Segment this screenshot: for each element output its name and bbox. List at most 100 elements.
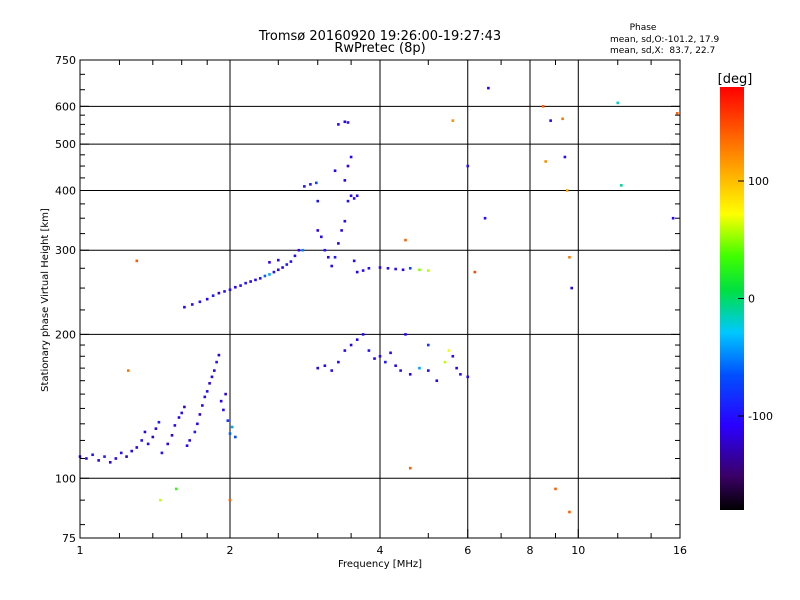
echo-point bbox=[276, 258, 280, 262]
y-tick-label: 400 bbox=[55, 184, 76, 197]
y-tick-label: 200 bbox=[55, 328, 76, 341]
echo-point bbox=[205, 390, 209, 393]
echo-point bbox=[258, 277, 262, 280]
echo-point bbox=[352, 259, 356, 263]
echo-point bbox=[219, 399, 223, 403]
echo-point bbox=[272, 270, 276, 274]
echo-point bbox=[418, 366, 421, 370]
echo-point bbox=[408, 266, 412, 270]
echo-point bbox=[343, 349, 347, 352]
echo-point bbox=[352, 197, 356, 200]
echo-point bbox=[320, 235, 323, 239]
echo-point bbox=[323, 248, 327, 252]
echo-point bbox=[263, 274, 267, 278]
echo-point bbox=[85, 457, 88, 460]
echo-point bbox=[228, 432, 232, 435]
echo-point bbox=[343, 219, 347, 223]
echo-point bbox=[466, 164, 470, 168]
echo-point bbox=[203, 395, 207, 399]
y-tick-label: 500 bbox=[55, 138, 76, 151]
echo-point bbox=[426, 269, 430, 272]
chart-subtitle: RwPretec (8p) bbox=[334, 41, 425, 56]
echo-point bbox=[293, 254, 297, 258]
echo-point bbox=[217, 353, 221, 357]
echo-point bbox=[378, 354, 382, 358]
echo-point bbox=[330, 264, 334, 268]
echo-point bbox=[355, 270, 359, 274]
echo-point bbox=[154, 427, 158, 430]
echo-point bbox=[346, 164, 350, 168]
echo-point bbox=[224, 392, 227, 396]
echo-point bbox=[210, 375, 214, 379]
echo-point bbox=[190, 303, 194, 306]
phase-box-title: Phase bbox=[630, 23, 657, 33]
echo-point bbox=[174, 487, 178, 491]
echo-point bbox=[616, 101, 620, 105]
echo-point bbox=[361, 333, 365, 336]
echo-point bbox=[361, 269, 365, 272]
echo-point bbox=[565, 189, 569, 192]
y-tick-label: 750 bbox=[55, 54, 76, 67]
echo-point bbox=[466, 375, 470, 379]
echo-point bbox=[337, 242, 340, 245]
echo-point bbox=[399, 369, 402, 372]
echo-point bbox=[244, 281, 247, 285]
echo-point bbox=[435, 379, 439, 383]
echo-point bbox=[309, 183, 312, 186]
echo-point bbox=[183, 305, 186, 309]
echo-point bbox=[549, 119, 552, 122]
echo-point bbox=[401, 268, 405, 272]
echo-point bbox=[289, 260, 293, 263]
echo-point bbox=[303, 185, 306, 188]
echo-point bbox=[451, 119, 455, 122]
echo-point bbox=[333, 169, 337, 173]
colorbar-ticks: 100 0 -100 bbox=[738, 175, 773, 423]
echo-points bbox=[78, 86, 679, 514]
echo-point bbox=[349, 343, 353, 347]
echo-point bbox=[198, 413, 202, 416]
echo-point bbox=[561, 117, 564, 121]
echo-point bbox=[314, 181, 318, 185]
colorbar-tick-label: -100 bbox=[748, 410, 773, 423]
echo-point bbox=[215, 360, 218, 364]
echo-point bbox=[394, 364, 397, 367]
echo-point bbox=[378, 266, 382, 269]
echo-point bbox=[337, 123, 340, 126]
echo-point bbox=[211, 294, 215, 297]
phase-box-line-x: mean, sd,X: 83.7, 22.7 bbox=[610, 46, 715, 56]
echo-point bbox=[151, 435, 155, 439]
x-tick-label: 6 bbox=[464, 544, 471, 557]
echo-point bbox=[349, 155, 353, 159]
echo-point bbox=[217, 291, 221, 295]
echo-point bbox=[316, 366, 320, 370]
echo-point bbox=[459, 373, 462, 376]
echo-point bbox=[254, 278, 257, 282]
echo-point bbox=[316, 229, 320, 232]
echo-point bbox=[349, 194, 353, 198]
echo-point bbox=[473, 270, 477, 274]
echo-point bbox=[544, 160, 547, 163]
echo-point bbox=[222, 408, 225, 412]
echo-point bbox=[337, 360, 340, 364]
x-tick-label: 2 bbox=[227, 544, 234, 557]
echo-point bbox=[228, 288, 232, 292]
echo-point bbox=[130, 449, 134, 453]
y-tick-label: 75 bbox=[62, 532, 76, 545]
echo-point bbox=[205, 297, 209, 301]
echo-point bbox=[185, 444, 189, 447]
echo-point bbox=[135, 259, 139, 263]
echo-point bbox=[327, 255, 330, 259]
echo-point bbox=[330, 369, 334, 372]
x-tick-label: 8 bbox=[527, 544, 534, 557]
echo-point bbox=[389, 351, 392, 355]
echo-point bbox=[114, 457, 118, 460]
echo-point bbox=[180, 411, 184, 415]
echo-point bbox=[355, 194, 359, 198]
echo-point bbox=[483, 216, 487, 220]
y-tick-label: 300 bbox=[55, 244, 76, 257]
x-tick-label: 16 bbox=[673, 544, 687, 557]
x-tick-label: 10 bbox=[571, 544, 585, 557]
echo-point bbox=[166, 442, 170, 446]
